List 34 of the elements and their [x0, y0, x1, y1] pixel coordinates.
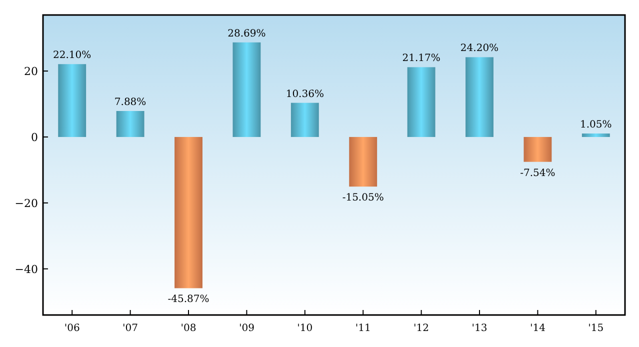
data-label: -7.54%: [520, 168, 556, 179]
data-label: 1.05%: [580, 120, 612, 131]
bar: [349, 136, 378, 187]
data-label: 10.36%: [286, 88, 324, 100]
y-tick-label: 20: [24, 65, 38, 78]
x-tick-label: '14: [530, 323, 546, 334]
x-tick-label: '10: [297, 323, 313, 334]
x-tick-label: '15: [588, 323, 604, 334]
x-tick-label: '09: [238, 323, 254, 334]
data-label: 24.20%: [460, 43, 499, 54]
bar: [58, 64, 86, 137]
x-tick-label: '11: [355, 323, 371, 334]
x-tick-label: '13: [472, 323, 488, 334]
bar: [466, 57, 494, 137]
data-label: -15.05%: [342, 192, 384, 204]
bar: [407, 67, 436, 137]
x-tick-label: '08: [180, 323, 196, 334]
data-label: 21.17%: [402, 53, 440, 64]
x-tick-label: '12: [414, 323, 430, 334]
x-tick-label: '06: [64, 323, 80, 334]
data-label: 7.88%: [114, 97, 146, 108]
bar: [582, 134, 610, 137]
bar: [174, 136, 202, 288]
data-label: -45.87%: [168, 294, 210, 306]
y-tick-label: 0: [31, 130, 38, 144]
bar: [524, 136, 552, 162]
y-tick-label: −40: [14, 262, 38, 276]
bar: [116, 111, 144, 137]
x-tick-label: '07: [122, 323, 138, 334]
y-tick-label: −20: [14, 196, 38, 210]
bar: [232, 42, 261, 137]
data-label: 28.69%: [228, 28, 266, 40]
data-label: 22.10%: [53, 50, 92, 62]
bar: [290, 102, 319, 137]
